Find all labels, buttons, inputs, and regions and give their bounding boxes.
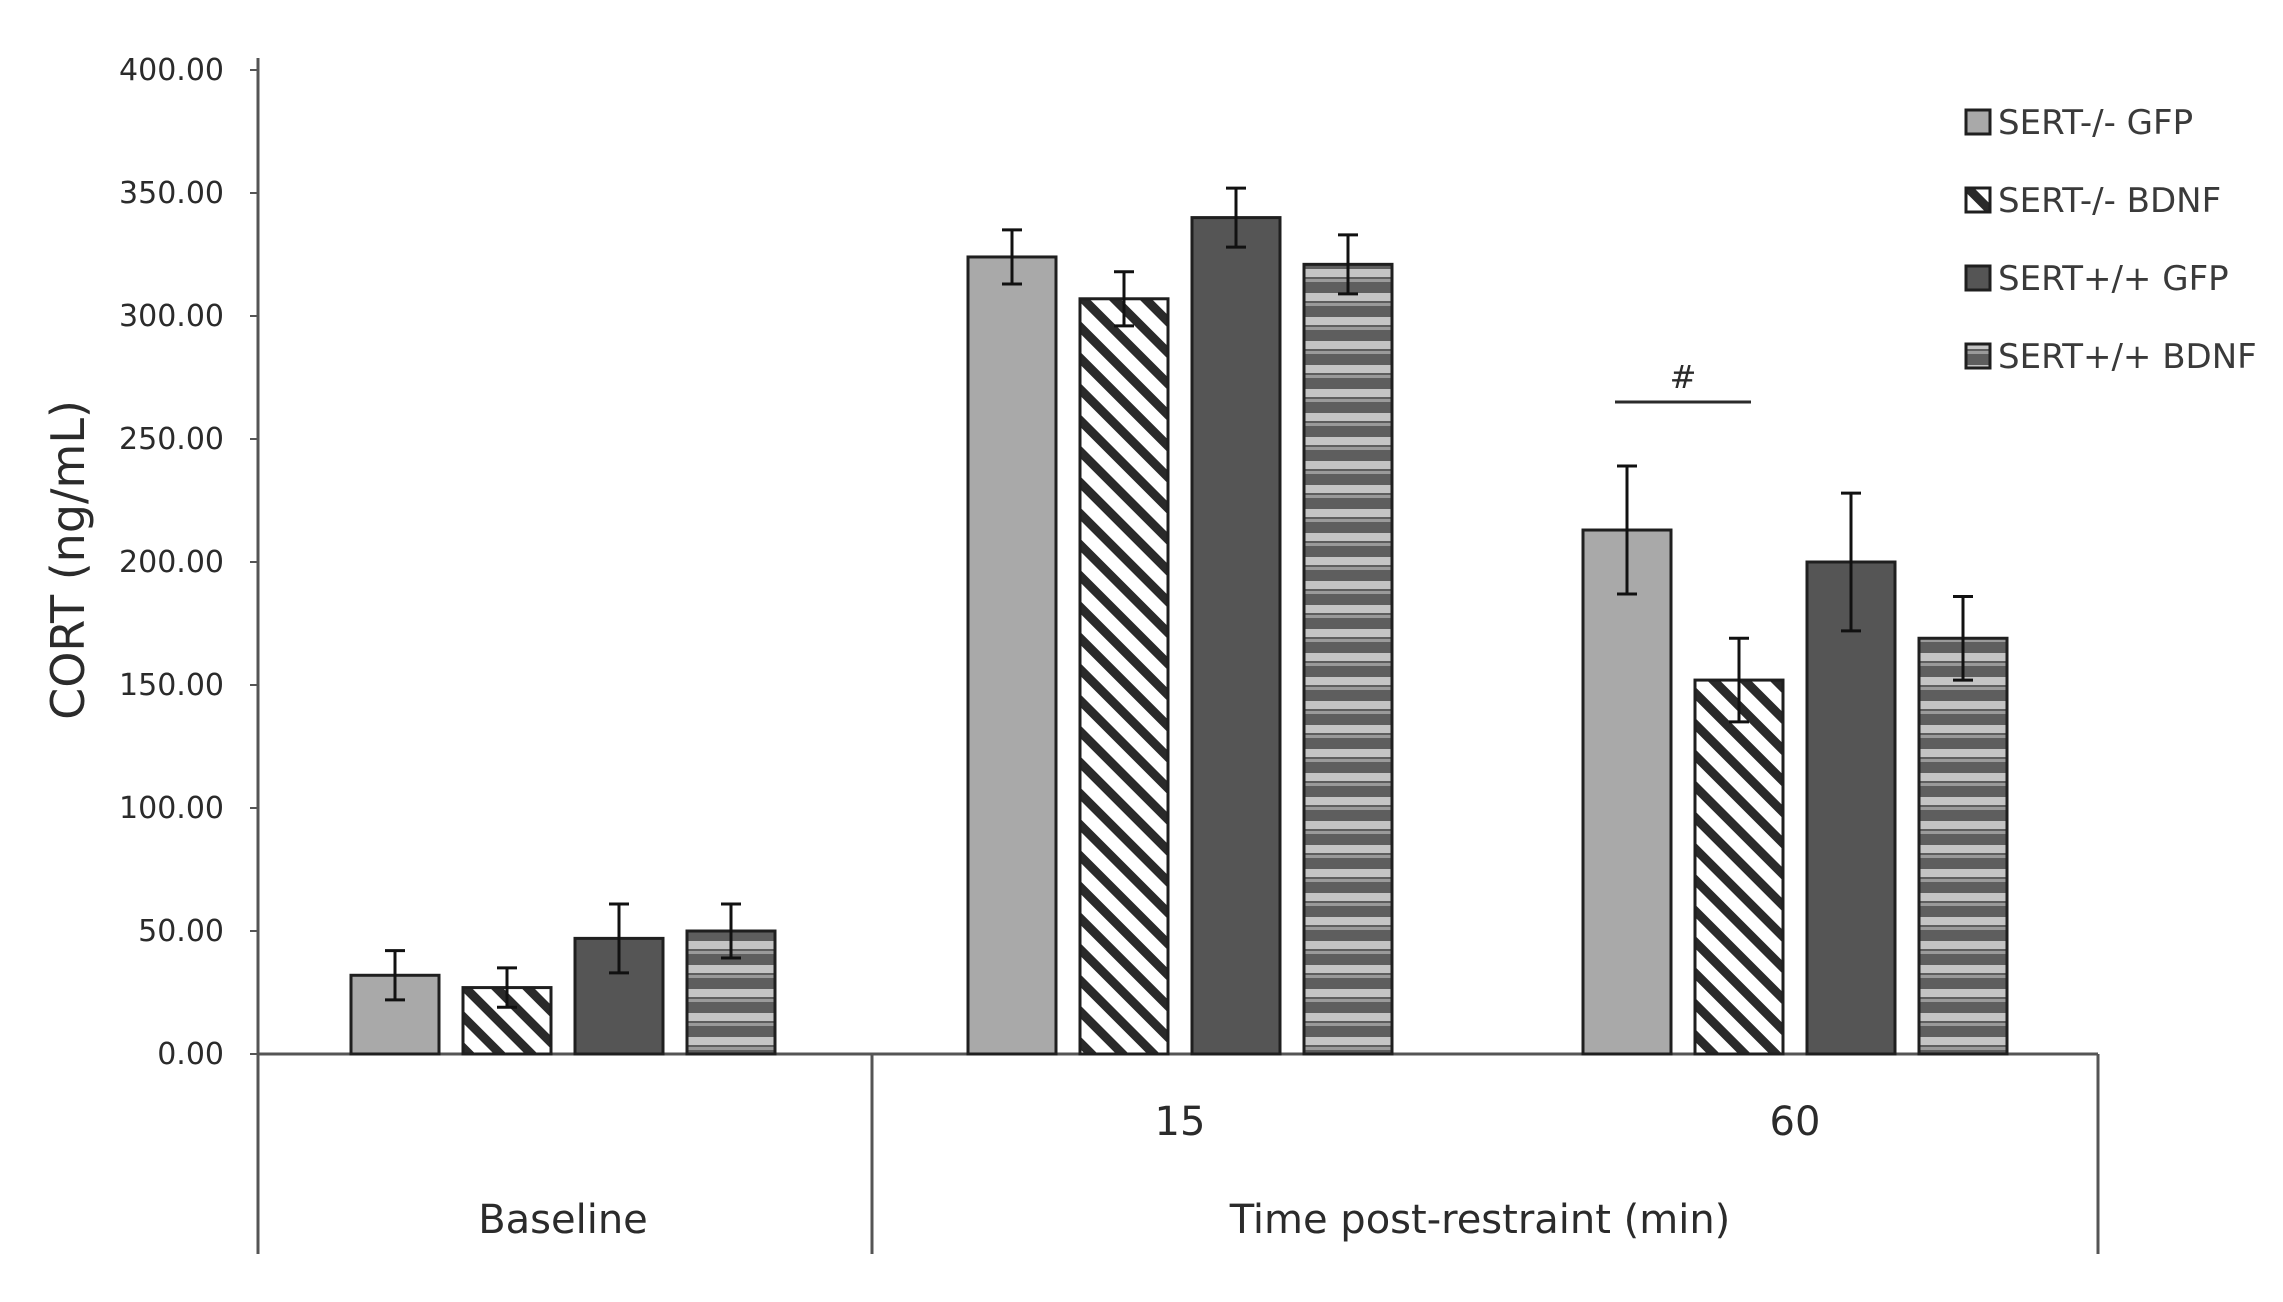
x-category-label: 60: [1770, 1099, 1821, 1145]
bar: [1805, 560, 1897, 1056]
y-tick-label: 150.00: [119, 668, 224, 703]
legend-item-label: SERT+/+ GFP: [1998, 259, 2229, 299]
y-tick-label: 300.00: [119, 299, 224, 334]
x-category-label: 15: [1155, 1099, 1206, 1145]
y-tick-label: 0.00: [157, 1037, 224, 1072]
axes-layer: 0.00 50.00 100.00 150.00 200.00 250.00 300.00 3…: [119, 53, 2100, 1254]
y-tick-label: 100.00: [119, 791, 224, 826]
y-tick-label: 50.00: [138, 914, 224, 949]
y-tick-label: 350.00: [119, 176, 224, 211]
bar: [1190, 216, 1282, 1056]
bar: [1917, 636, 2009, 1056]
legend-swatch: [1964, 342, 1992, 370]
bar: [966, 255, 1058, 1056]
annotations-layer: #: [1615, 358, 1751, 404]
legend-swatch: [1964, 108, 1992, 136]
bar: [1302, 262, 1394, 1056]
legend-swatch: [1964, 186, 1992, 214]
bar: [1078, 297, 1170, 1056]
y-tick-label: 400.00: [119, 53, 224, 88]
legend-item-label: SERT-/- BDNF: [1998, 181, 2221, 221]
x-axis-title: Time post-restraint (min): [1229, 1197, 1731, 1243]
legend: SERT-/- GFP SERT-/- BDNF SERT+/+ GFP SERT+/…: [1964, 103, 2257, 377]
legend-item-label: SERT-/- GFP: [1998, 103, 2193, 143]
bar: [1581, 528, 1673, 1056]
x-category-label: Baseline: [478, 1197, 648, 1243]
error-bars-layer: [385, 186, 1973, 1009]
y-tick-label: 200.00: [119, 545, 224, 580]
legend-swatch: [1964, 264, 1992, 292]
y-tick-label: 250.00: [119, 422, 224, 457]
bar: [349, 973, 441, 1056]
y-axis-title: CORT (ng/mL): [41, 400, 95, 720]
significance-marker: #: [1670, 358, 1697, 396]
legend-item-label: SERT+/+ BDNF: [1998, 337, 2257, 377]
bar: [1693, 678, 1785, 1056]
bars-layer: [349, 216, 2009, 1056]
